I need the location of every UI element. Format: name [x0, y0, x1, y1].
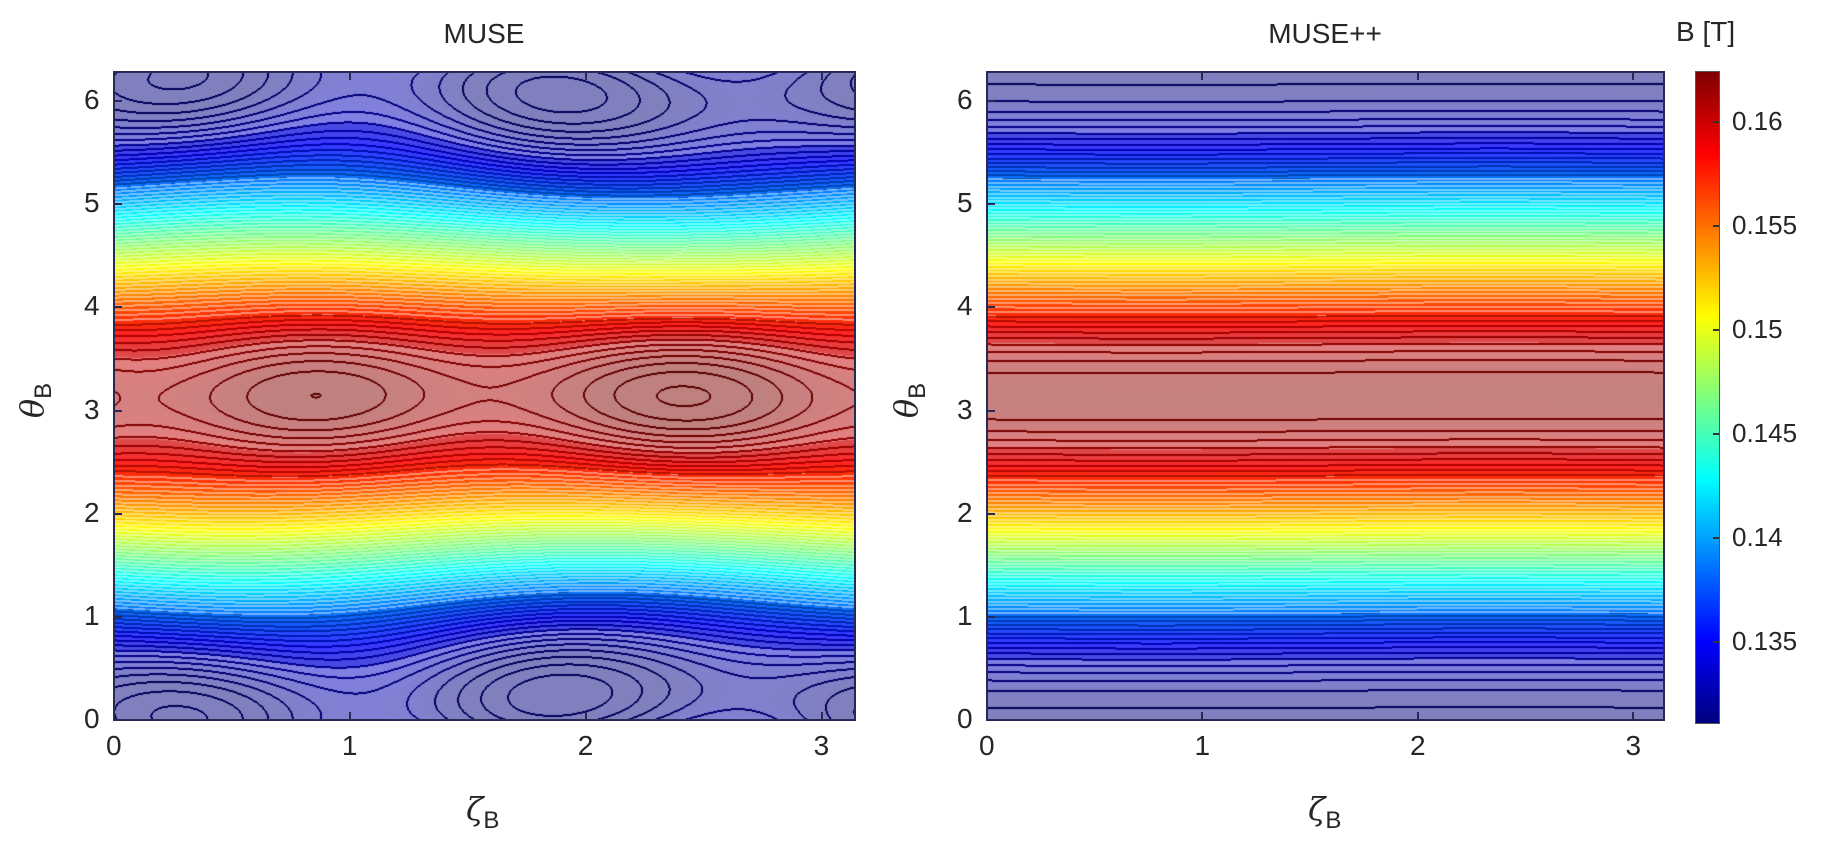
y-tick-mark: [114, 512, 122, 515]
x-tick-mark: [1632, 712, 1635, 720]
muse-plus-plus-contour-plot: [987, 72, 1664, 720]
y-tick-label: 3: [957, 393, 973, 425]
colorbar: [1696, 72, 1719, 723]
x-tick-label: 0: [979, 730, 995, 761]
x-tick-mark: [986, 712, 988, 720]
left-plot-title: MUSE: [443, 18, 525, 49]
y-tick-label: 6: [957, 84, 973, 116]
colorbar-tick-label: 0.16: [1732, 105, 1783, 136]
colorbar-tick-mark: [1713, 536, 1719, 539]
y-tick-label: 0: [957, 703, 973, 734]
colorbar-label: B [T]: [1676, 16, 1736, 47]
y-tick-label: 3: [84, 393, 100, 425]
x-tick-mark: [986, 72, 988, 80]
y-tick-mark: [114, 100, 122, 103]
x-tick-mark: [820, 72, 823, 80]
muse-contour-plot: [114, 72, 855, 720]
x-tick-mark: [584, 712, 587, 720]
x-tick-mark: [1416, 72, 1419, 80]
colorbar-tick-mark: [1713, 224, 1719, 227]
left-y-axis-label: θB: [13, 382, 58, 419]
x-tick-label: 2: [577, 730, 594, 761]
y-tick-label: 5: [957, 187, 973, 219]
x-tick-mark: [1201, 712, 1204, 720]
y-tick-label: 2: [957, 496, 973, 528]
y-tick-label: 5: [84, 187, 100, 219]
y-tick-mark: [987, 306, 995, 309]
y-tick-label: 2: [84, 496, 100, 528]
y-tick-mark: [114, 615, 122, 618]
x-tick-mark: [584, 72, 587, 80]
y-tick-mark: [987, 719, 995, 721]
colorbar-tick-mark: [1713, 640, 1719, 643]
x-tick-mark: [348, 712, 351, 720]
y-tick-mark: [987, 409, 995, 412]
x-tick-label: 2: [1409, 730, 1426, 761]
x-tick-mark: [113, 712, 115, 720]
x-tick-mark: [820, 712, 823, 720]
x-tick-label: 3: [1625, 730, 1642, 761]
colorbar-tick-mark: [1713, 328, 1719, 331]
y-tick-label: 1: [84, 599, 100, 631]
y-tick-mark: [114, 306, 122, 309]
x-tick-label: 0: [106, 730, 122, 761]
left-x-axis-label: ζB: [466, 790, 500, 834]
x-tick-mark: [348, 72, 351, 80]
colorbar-tick-label: 0.145: [1732, 417, 1798, 448]
y-tick-mark: [114, 203, 122, 206]
x-tick-mark: [1416, 712, 1419, 720]
y-tick-label: 0: [84, 703, 100, 734]
x-tick-label: 3: [813, 730, 830, 761]
y-tick-label: 4: [84, 290, 100, 322]
y-tick-mark: [987, 203, 995, 206]
x-tick-mark: [1201, 72, 1204, 80]
y-tick-label: 1: [957, 599, 973, 631]
y-tick-mark: [987, 615, 995, 618]
y-tick-label: 6: [84, 84, 100, 116]
y-tick-mark: [114, 719, 122, 721]
y-tick-mark: [987, 100, 995, 103]
colorbar-tick-mark: [1713, 432, 1719, 435]
x-tick-label: 1: [341, 730, 358, 761]
right-y-axis-label: θB: [887, 382, 932, 419]
y-tick-mark: [114, 409, 122, 412]
right-x-axis-label: ζB: [1308, 790, 1342, 834]
y-tick-label: 4: [957, 290, 973, 322]
x-tick-mark: [1632, 72, 1635, 80]
colorbar-tick-label: 0.15: [1732, 313, 1783, 344]
right-plot-title: MUSE++: [1268, 18, 1382, 49]
x-tick-mark: [113, 72, 115, 80]
colorbar-tick-label: 0.155: [1732, 209, 1798, 240]
colorbar-tick-label: 0.14: [1732, 521, 1783, 552]
x-tick-label: 1: [1194, 730, 1211, 761]
y-tick-mark: [987, 512, 995, 515]
colorbar-tick-mark: [1713, 120, 1719, 123]
colorbar-tick-label: 0.135: [1732, 625, 1798, 656]
